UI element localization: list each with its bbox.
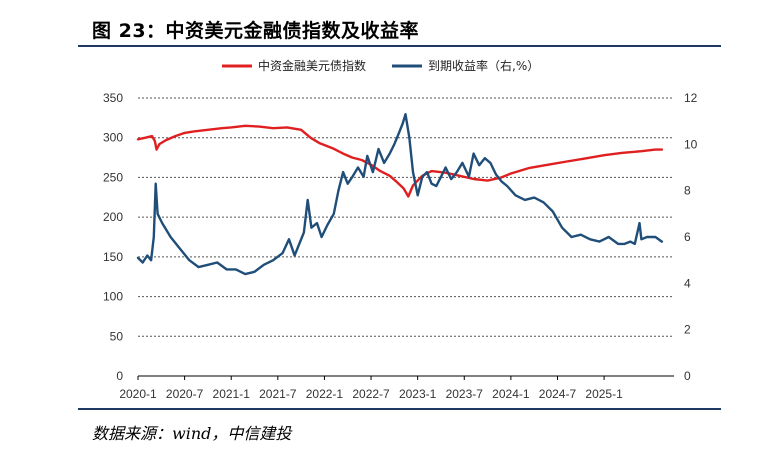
- figure-title: 图 23：中资美元金融债指数及收益率: [92, 20, 420, 42]
- right-tick-label: 10: [684, 137, 698, 151]
- top-rule: [78, 45, 721, 47]
- left-tick-label: 250: [103, 170, 123, 184]
- right-tick-label: 0: [684, 369, 691, 383]
- legend-label: 中资金融美元债指数: [258, 58, 366, 73]
- right-tick-label: 12: [684, 91, 698, 105]
- left-tick-label: 150: [103, 250, 123, 264]
- x-tick-label: 2024-7: [539, 387, 577, 401]
- x-tick-label: 2023-1: [399, 387, 437, 401]
- right-tick-label: 8: [684, 184, 691, 198]
- x-tick-label: 2020-1: [119, 387, 157, 401]
- x-axis-ticks: 2020-1 2020-7 2021-1 2021-7 2022-1 2022-7 2023…: [119, 376, 623, 401]
- left-tick-label: 300: [103, 131, 123, 145]
- right-tick-label: 4: [684, 276, 691, 290]
- x-tick-label: 2024-1: [492, 387, 530, 401]
- legend: 中资金融美元债指数 到期收益率（右,%）: [222, 58, 539, 73]
- bottom-rule: [78, 408, 721, 410]
- source-note: 数据来源：wind，中信建投: [92, 424, 292, 443]
- grid-lines: [138, 97, 674, 377]
- right-tick-label: 6: [684, 230, 691, 244]
- x-tick-label: 2021-1: [213, 387, 251, 401]
- right-axis-ticks: 0 2 4 6 8 10 12: [684, 91, 698, 383]
- legend-label: 到期收益率（右,%）: [428, 58, 539, 73]
- left-tick-label: 200: [103, 210, 123, 224]
- yield-series-line: [136, 113, 664, 276]
- series-layer: [136, 113, 664, 276]
- left-tick-label: 100: [103, 290, 123, 304]
- x-tick-label: 2021-7: [259, 387, 297, 401]
- left-axis-ticks: 0 50 100 150 200 250 300 350: [103, 91, 123, 383]
- x-tick-label: 2025-1: [585, 387, 623, 401]
- index-series-line: [136, 124, 664, 198]
- x-tick-label: 2020-7: [166, 387, 204, 401]
- x-tick-label: 2023-7: [446, 387, 484, 401]
- x-tick-label: 2022-7: [352, 387, 390, 401]
- x-tick-label: 2022-1: [306, 387, 344, 401]
- left-tick-label: 50: [110, 329, 124, 343]
- right-tick-label: 2: [684, 323, 691, 337]
- left-tick-label: 350: [103, 91, 123, 105]
- left-tick-label: 0: [116, 369, 123, 383]
